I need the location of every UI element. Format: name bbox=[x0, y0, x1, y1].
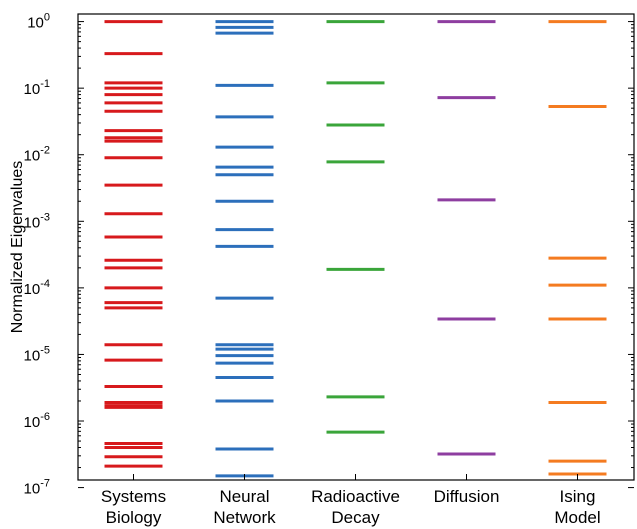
series-2 bbox=[215, 20, 274, 478]
category-label-line1: Radioactive bbox=[311, 487, 400, 506]
category-label-line1: Diffusion bbox=[434, 487, 500, 506]
category-label-line2: Biology bbox=[106, 508, 162, 527]
x-axis-category-labels: Systems Biology Neural Network Radioactive De… bbox=[101, 474, 601, 527]
category-label-line2: Decay bbox=[331, 508, 380, 527]
category-label-line2: Network bbox=[213, 508, 276, 527]
y-tick-label: 100 bbox=[27, 12, 50, 32]
category-label-line1: Ising bbox=[560, 487, 596, 506]
y-tick-label: 10-6 bbox=[24, 411, 50, 431]
category-label-line1: Systems bbox=[101, 487, 166, 506]
y-tick-label: 10-3 bbox=[24, 211, 50, 231]
y-tick-label: 10-5 bbox=[24, 344, 50, 364]
y-tick-label: 10-7 bbox=[24, 478, 50, 498]
series-3 bbox=[326, 20, 385, 434]
y-tick-label: 10-1 bbox=[24, 78, 50, 98]
eigenvalue-marks bbox=[104, 20, 607, 478]
plot-area bbox=[77, 13, 635, 481]
y-tick-label: 10-4 bbox=[24, 278, 50, 298]
category-label-line2: Model bbox=[554, 508, 600, 527]
y-axis-label: Normalized Eigenvalues bbox=[9, 161, 26, 334]
y-axis-ticks: 100 10-1 10-2 10-3 10-4 10-5 10-6 10-7 bbox=[24, 12, 634, 498]
y-tick-label: 10-2 bbox=[24, 145, 50, 165]
category-label-line1: Neural bbox=[219, 487, 269, 506]
series-1 bbox=[104, 20, 163, 468]
series-5 bbox=[548, 20, 607, 476]
series-4 bbox=[437, 20, 496, 456]
